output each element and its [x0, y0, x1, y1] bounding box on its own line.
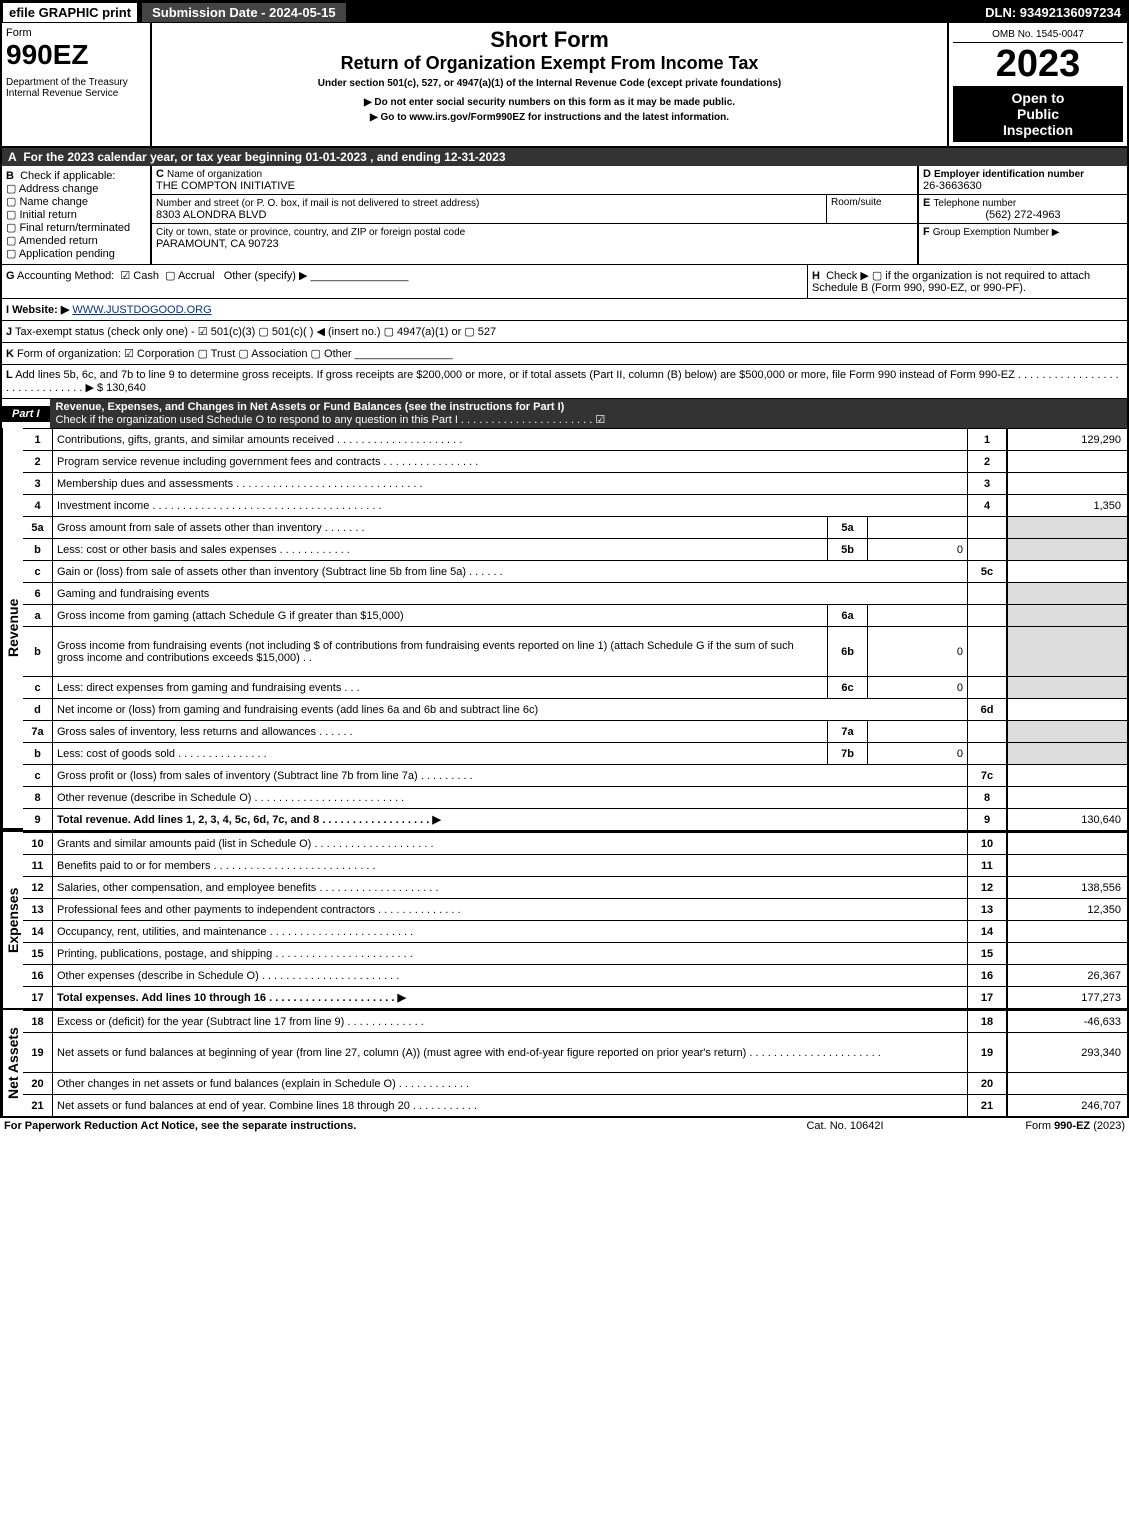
dept-irs: Internal Revenue Service: [6, 88, 146, 99]
submission-date: Submission Date - 2024-05-15: [142, 3, 346, 22]
net-assets-label: Net Assets: [2, 1010, 23, 1116]
expenses-label: Expenses: [2, 832, 23, 1008]
org-name: THE COMPTON INITIATIVE: [156, 180, 295, 192]
chk-address-change[interactable]: ▢ Address change: [6, 182, 146, 195]
section-b-thru-f: B Check if applicable: ▢ Address change …: [2, 166, 1127, 265]
dln-label: DLN: 93492136097234: [985, 5, 1127, 20]
ein: 26-3663630: [923, 180, 982, 192]
line-13-val: 12,350: [1007, 899, 1127, 920]
line-18-val: -46,633: [1007, 1011, 1127, 1032]
part-1-header: Part I Revenue, Expenses, and Changes in…: [2, 399, 1127, 428]
line-k: K Form of organization: ☑ Corporation ▢ …: [2, 343, 1127, 365]
main-title: Return of Organization Exempt From Incom…: [156, 53, 943, 74]
section-c: C Name of organization THE COMPTON INITI…: [152, 166, 917, 264]
omb-number: OMB No. 1545-0047: [953, 27, 1123, 43]
line-16-val: 26,367: [1007, 965, 1127, 986]
line-a: A For the 2023 calendar year, or tax yea…: [2, 148, 1127, 166]
section-g-h: G Accounting Method: ☑ Cash ▢ Accrual Ot…: [2, 265, 1127, 299]
line-4-val: 1,350: [1007, 495, 1127, 516]
efile-label[interactable]: efile GRAPHIC print: [2, 2, 138, 23]
line-i: I Website: ▶ WWW.JUSTDOGOOD.ORG: [2, 299, 1127, 321]
footer-cat-no: Cat. No. 10642I: [745, 1120, 945, 1132]
section-b: B Check if applicable: ▢ Address change …: [2, 166, 152, 264]
form-word: Form: [6, 27, 146, 39]
line-21-val: 246,707: [1007, 1095, 1127, 1116]
line-j: J Tax-exempt status (check only one) - ☑…: [2, 321, 1127, 343]
section-d-e-f: D Employer identification number 26-3663…: [917, 166, 1127, 264]
line-12-val: 138,556: [1007, 877, 1127, 898]
expenses-block: Expenses 10Grants and similar amounts pa…: [2, 830, 1127, 1008]
top-bar: efile GRAPHIC print Submission Date - 20…: [2, 2, 1127, 23]
line-9-val: 130,640: [1007, 809, 1127, 830]
header-left: Form 990EZ Department of the Treasury In…: [2, 23, 152, 146]
part-1-title: Revenue, Expenses, and Changes in Net As…: [50, 399, 1127, 428]
chk-name-change[interactable]: ▢ Name change: [6, 195, 146, 208]
footer-form-no: Form 990-EZ (2023): [945, 1120, 1125, 1132]
form-number: 990EZ: [6, 39, 146, 71]
net-assets-block: Net Assets 18Excess or (deficit) for the…: [2, 1008, 1127, 1116]
website-link[interactable]: WWW.JUSTDOGOOD.ORG: [72, 304, 211, 316]
line-1-val: 129,290: [1007, 429, 1127, 450]
line-l: L Add lines 5b, 6c, and 7b to line 9 to …: [2, 365, 1127, 399]
header-right: OMB No. 1545-0047 2023 Open to Public In…: [947, 23, 1127, 146]
chk-final-return[interactable]: ▢ Final return/terminated: [6, 221, 146, 234]
line-1-desc: Contributions, gifts, grants, and simila…: [53, 432, 967, 448]
chk-initial-return[interactable]: ▢ Initial return: [6, 208, 146, 221]
short-form-title: Short Form: [156, 27, 943, 53]
room-suite-lbl: Room/suite: [827, 195, 917, 223]
line-g: G Accounting Method: ☑ Cash ▢ Accrual Ot…: [2, 265, 807, 298]
footer-left: For Paperwork Reduction Act Notice, see …: [4, 1120, 745, 1132]
org-city: PARAMOUNT, CA 90723: [156, 238, 279, 250]
chk-amended-return[interactable]: ▢ Amended return: [6, 234, 146, 247]
dept-treasury: Department of the Treasury: [6, 77, 146, 88]
subtitle: Under section 501(c), 527, or 4947(a)(1)…: [156, 78, 943, 89]
group-exemption-lbl: Group Exemption Number ▶: [933, 227, 1060, 238]
chk-application-pending[interactable]: ▢ Application pending: [6, 247, 146, 260]
line-h: H Check ▶ ▢ if the organization is not r…: [807, 265, 1127, 298]
line-17-val: 177,273: [1007, 987, 1127, 1008]
form-header: Form 990EZ Department of the Treasury In…: [2, 23, 1127, 148]
org-street: 8303 ALONDRA BLVD: [156, 209, 266, 221]
open-to-public: Open to Public Inspection: [953, 86, 1123, 142]
form-container: efile GRAPHIC print Submission Date - 20…: [0, 0, 1129, 1118]
line-19-val: 293,340: [1007, 1033, 1127, 1072]
revenue-block: Revenue 1Contributions, gifts, grants, a…: [2, 428, 1127, 830]
revenue-label: Revenue: [2, 428, 23, 830]
header-middle: Short Form Return of Organization Exempt…: [152, 23, 947, 146]
ssn-warning: ▶ Do not enter social security numbers o…: [156, 97, 943, 108]
part-1-label: Part I: [2, 406, 50, 422]
page-footer: For Paperwork Reduction Act Notice, see …: [0, 1118, 1129, 1134]
phone: (562) 272-4963: [923, 209, 1123, 221]
goto-link[interactable]: ▶ Go to www.irs.gov/Form990EZ for instru…: [156, 112, 943, 123]
tax-year: 2023: [953, 43, 1123, 86]
